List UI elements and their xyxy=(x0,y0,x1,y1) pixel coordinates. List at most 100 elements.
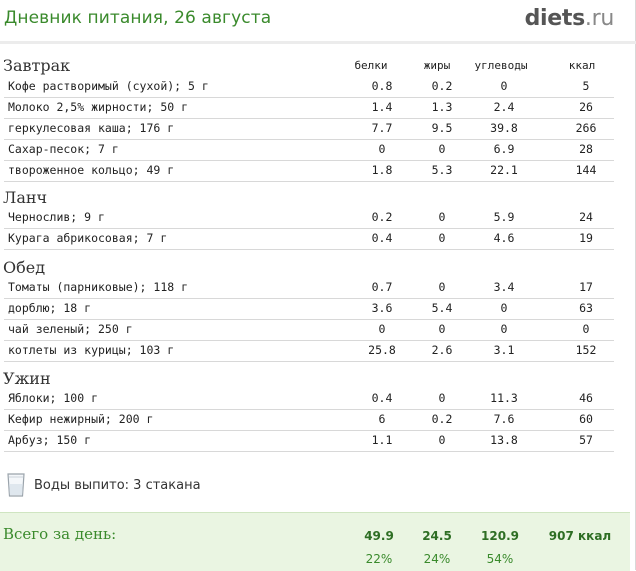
food-fat: 0 xyxy=(438,433,446,447)
food-carbs: 3.1 xyxy=(493,343,515,357)
food-name: Кефир нежирный; 200 г xyxy=(8,412,154,426)
brand-logo-main: diets xyxy=(524,6,586,31)
food-fat: 0 xyxy=(438,391,446,405)
meal-title-supper: Ужин xyxy=(3,369,51,388)
food-kcal: 46 xyxy=(579,391,593,405)
food-protein: 6 xyxy=(378,412,386,426)
food-name: Чернослив; 9 г xyxy=(8,210,105,224)
food-name: твороженное кольцо; 49 г xyxy=(8,163,175,177)
food-carbs: 2.4 xyxy=(493,100,515,114)
header-divider xyxy=(0,41,636,44)
food-carbs: 39.8 xyxy=(490,121,518,135)
food-fat: 1.3 xyxy=(431,100,453,114)
total-fat: 24.5 xyxy=(422,529,452,543)
food-protein: 0 xyxy=(378,322,386,336)
food-carbs: 22.1 xyxy=(490,163,518,177)
food-protein: 1.8 xyxy=(371,163,393,177)
daily-total: Всего за день: 49.9 24.5 120.9 907 ккал … xyxy=(0,512,630,571)
column-header-kcal: ккал xyxy=(568,59,596,72)
daily-total-label: Всего за день: xyxy=(3,525,117,543)
food-name: чай зеленый; 250 г xyxy=(8,322,133,336)
food-carbs: 5.9 xyxy=(493,210,515,224)
food-carbs: 0 xyxy=(500,79,508,93)
food-kcal: 5 xyxy=(582,79,590,93)
food-protein: 1.4 xyxy=(371,100,393,114)
food-kcal: 24 xyxy=(579,210,593,224)
food-kcal: 19 xyxy=(579,231,593,245)
food-kcal: 0 xyxy=(582,322,590,336)
food-kcal: 17 xyxy=(579,280,593,294)
food-fat: 0 xyxy=(438,210,446,224)
food-fat: 5.4 xyxy=(431,301,453,315)
food-carbs: 7.6 xyxy=(493,412,515,426)
food-fat: 2.6 xyxy=(431,343,453,357)
food-kcal: 152 xyxy=(575,343,597,357)
food-fat: 5.3 xyxy=(431,163,453,177)
food-protein: 3.6 xyxy=(371,301,393,315)
column-header-carbs: углеводы xyxy=(474,59,528,72)
meal-title-dinner: Обед xyxy=(3,258,46,277)
food-protein: 0 xyxy=(378,142,386,156)
food-kcal: 266 xyxy=(575,121,597,135)
total-protein-percent: 22% xyxy=(365,552,393,566)
food-kcal: 144 xyxy=(575,163,597,177)
page-header: Дневник питания, 26 августа diets.ru xyxy=(0,0,636,40)
food-name: дорблю; 18 г xyxy=(8,301,92,315)
food-kcal: 28 xyxy=(579,142,593,156)
food-row[interactable]: чай зеленый; 250 г 0 0 0 0 xyxy=(4,319,614,341)
food-protein: 1.1 xyxy=(371,433,393,447)
food-protein: 25.8 xyxy=(368,343,396,357)
food-name: Молоко 2,5% жирности; 50 г xyxy=(8,100,189,114)
food-row[interactable]: котлеты из курицы; 103 г 25.8 2.6 3.1 15… xyxy=(4,340,614,362)
food-kcal: 60 xyxy=(579,412,593,426)
food-protein: 0.4 xyxy=(371,231,393,245)
meal-title-breakfast: Завтрак xyxy=(3,56,71,75)
food-carbs: 3.4 xyxy=(493,280,515,294)
water-glass-icon xyxy=(6,472,26,502)
food-row[interactable]: Молоко 2,5% жирности; 50 г 1.4 1.3 2.4 2… xyxy=(4,97,614,119)
food-name: Курага абрикосовая; 7 г xyxy=(8,231,168,245)
brand-logo-tld: .ru xyxy=(584,6,614,31)
total-kcal: 907 ккал xyxy=(548,529,612,543)
food-row[interactable]: Кофе растворимый (сухой); 5 г 0.8 0.2 0 … xyxy=(4,76,614,98)
food-name: геркулесовая каша; 176 г xyxy=(8,121,175,135)
food-kcal: 57 xyxy=(579,433,593,447)
food-protein: 7.7 xyxy=(371,121,393,135)
food-row[interactable]: дорблю; 18 г 3.6 5.4 0 63 xyxy=(4,298,614,320)
food-name: Арбуз; 150 г xyxy=(8,433,92,447)
total-fat-percent: 24% xyxy=(423,552,451,566)
food-row[interactable]: Сахар-песок; 7 г 0 0 6.9 28 xyxy=(4,139,614,161)
food-carbs: 4.6 xyxy=(493,231,515,245)
food-carbs: 0 xyxy=(500,301,508,315)
food-row[interactable]: Чернослив; 9 г 0.2 0 5.9 24 xyxy=(4,207,614,229)
food-row[interactable]: Кефир нежирный; 200 г 6 0.2 7.6 60 xyxy=(4,409,614,431)
page-title: Дневник питания, 26 августа xyxy=(4,8,272,28)
food-row[interactable]: Арбуз; 150 г 1.1 0 13.8 57 xyxy=(4,430,614,452)
food-fat: 0 xyxy=(438,142,446,156)
food-carbs: 13.8 xyxy=(490,433,518,447)
food-protein: 0.8 xyxy=(371,79,393,93)
water-intake-label: Воды выпито: 3 стакана xyxy=(34,478,201,493)
brand-logo[interactable]: diets.ru xyxy=(524,6,615,31)
food-row[interactable]: Яблоки; 100 г 0.4 0 11.3 46 xyxy=(4,388,614,410)
food-name: Яблоки; 100 г xyxy=(8,391,99,405)
food-carbs: 6.9 xyxy=(493,142,515,156)
food-kcal: 63 xyxy=(579,301,593,315)
total-protein: 49.9 xyxy=(364,529,394,543)
water-intake: Воды выпито: 3 стакана xyxy=(4,472,404,498)
meal-title-lunch: Ланч xyxy=(3,188,48,207)
food-fat: 0 xyxy=(438,280,446,294)
column-header-fat: жиры xyxy=(423,59,451,72)
total-carbs-percent: 54% xyxy=(486,552,514,566)
food-kcal: 26 xyxy=(579,100,593,114)
food-name: Кофе растворимый (сухой); 5 г xyxy=(8,79,209,93)
food-row[interactable]: Курага абрикосовая; 7 г 0.4 0 4.6 19 xyxy=(4,228,614,250)
food-carbs: 0 xyxy=(500,322,508,336)
food-row[interactable]: твороженное кольцо; 49 г 1.8 5.3 22.1 14… xyxy=(4,160,614,182)
food-row[interactable]: геркулесовая каша; 176 г 7.7 9.5 39.8 26… xyxy=(4,118,614,140)
food-row[interactable]: Томаты (парниковые); 118 г 0.7 0 3.4 17 xyxy=(4,277,614,299)
food-fat: 0.2 xyxy=(431,79,453,93)
food-protein: 0.4 xyxy=(371,391,393,405)
food-name: котлеты из курицы; 103 г xyxy=(8,343,175,357)
